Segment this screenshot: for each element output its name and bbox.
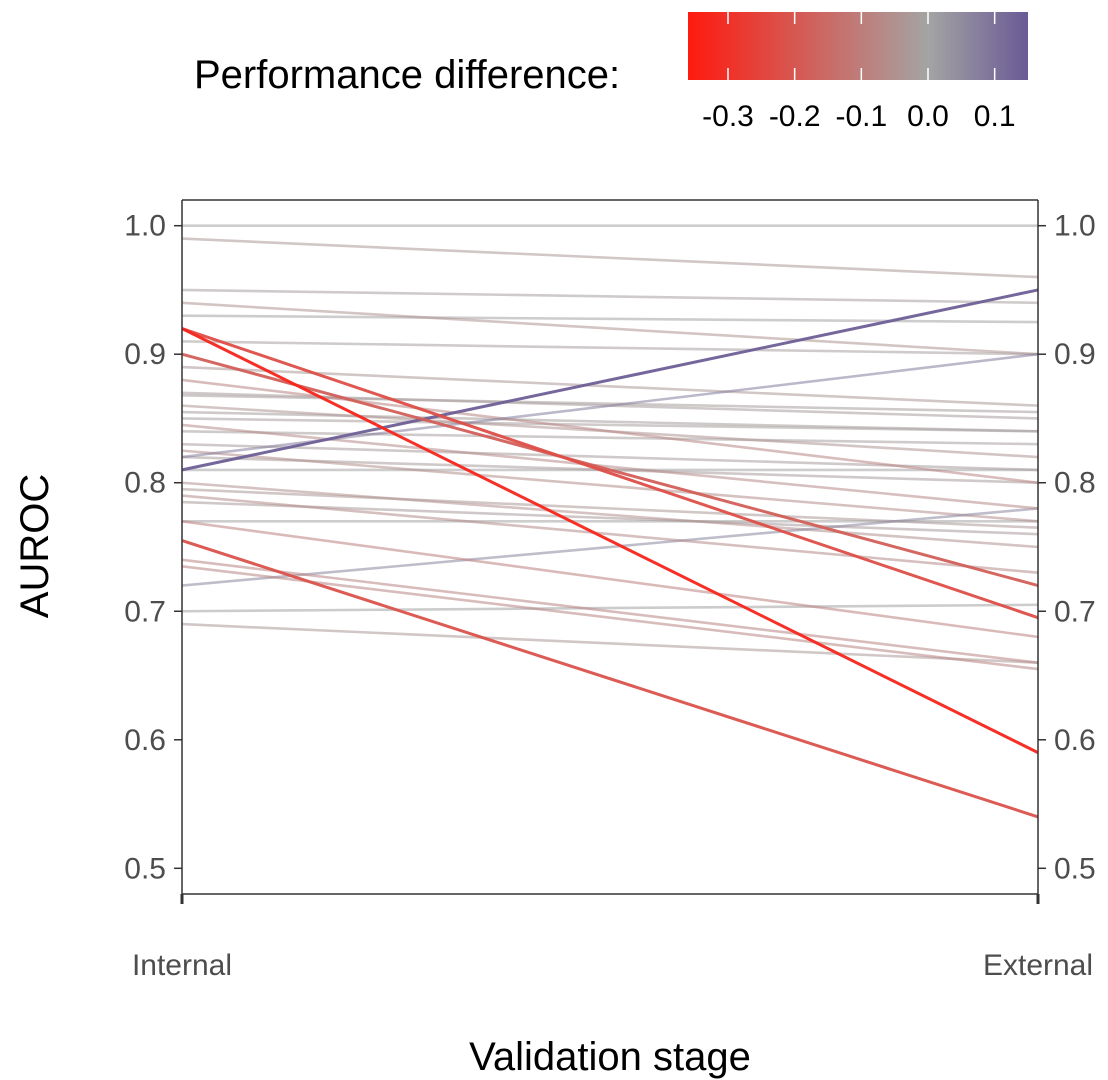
- series-line: [181, 449, 1039, 523]
- y-tick-label-right: 1.0: [1054, 210, 1096, 243]
- series-line: [181, 564, 1039, 671]
- series-line: [181, 539, 1039, 819]
- series-line: [181, 494, 1039, 574]
- y-tick-label-left: 0.9: [124, 338, 166, 371]
- y-tick-label-right: 0.6: [1054, 724, 1096, 757]
- series-line: [181, 558, 1039, 664]
- series-line: [181, 520, 1039, 639]
- y-tick-label-left: 0.8: [124, 467, 166, 500]
- colorbar-tick-label: -0.3: [702, 100, 754, 133]
- series-line: [181, 340, 1039, 356]
- series-line: [181, 481, 1039, 549]
- y-ticks: 0.5 0.5 0.6 0.6 0.7 0.7 0.8 0.8 0.9 0.9 1.0 1.0: [124, 210, 1095, 886]
- y-tick-label-left: 0.6: [124, 724, 166, 757]
- legend-title: Performance difference:: [194, 53, 620, 97]
- colorbar-ticks: -0.3 -0.2 -0.1 0.0 0.1: [702, 12, 1016, 133]
- y-tick-label-left: 0.7: [124, 595, 166, 628]
- x-tick-label: Internal: [132, 949, 232, 982]
- series-line: [181, 603, 1039, 613]
- plot-panel: 0.5 0.5 0.6 0.6 0.7 0.7 0.8 0.8 0.9 0.9 1.0 1.0 Int…: [124, 199, 1096, 982]
- series-line: [181, 288, 1039, 305]
- y-tick-label-left: 1.0: [124, 210, 166, 243]
- colorbar-tick-label: 0.0: [907, 100, 949, 133]
- series-line: [181, 622, 1039, 664]
- y-tick-label-right: 0.8: [1054, 467, 1096, 500]
- y-tick-label-left: 0.5: [124, 852, 166, 885]
- x-tick-label: External: [983, 949, 1093, 982]
- series-line: [181, 352, 1039, 588]
- series-line: [181, 301, 1039, 356]
- series-line: [181, 327, 1039, 754]
- x-axis-title: Validation stage: [469, 1035, 751, 1079]
- series-line: [181, 378, 1039, 485]
- legend: Performance difference: -0.3 -0.2 -0.1 0.0 0…: [194, 12, 1028, 133]
- y-tick-label-right: 0.7: [1054, 595, 1096, 628]
- series-line: [181, 365, 1039, 407]
- colorbar-tick-label: 0.1: [974, 100, 1016, 133]
- series-line: [181, 288, 1039, 472]
- x-ticks: Internal External: [132, 894, 1093, 982]
- series-line: [181, 430, 1039, 446]
- series-line: [181, 237, 1039, 279]
- y-axis-title: AUROC: [13, 474, 57, 618]
- colorbar-tick-label: -0.1: [835, 100, 887, 133]
- colorbar: [688, 12, 1028, 80]
- y-tick-label-right: 0.5: [1054, 852, 1096, 885]
- colorbar-tick-label: -0.2: [769, 100, 821, 133]
- series-line: [181, 507, 1039, 587]
- series-lines: [181, 224, 1039, 819]
- series-line: [181, 327, 1039, 620]
- y-tick-label-right: 0.9: [1054, 338, 1096, 371]
